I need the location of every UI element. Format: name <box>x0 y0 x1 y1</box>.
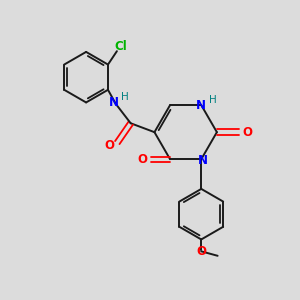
Text: N: N <box>196 99 206 112</box>
Text: N: N <box>109 96 119 109</box>
Text: H: H <box>209 95 216 105</box>
Text: O: O <box>242 126 253 139</box>
Text: O: O <box>196 245 206 258</box>
Text: O: O <box>104 139 114 152</box>
Text: O: O <box>137 153 147 166</box>
Text: Cl: Cl <box>114 40 127 53</box>
Text: N: N <box>198 154 208 167</box>
Text: H: H <box>122 92 129 101</box>
